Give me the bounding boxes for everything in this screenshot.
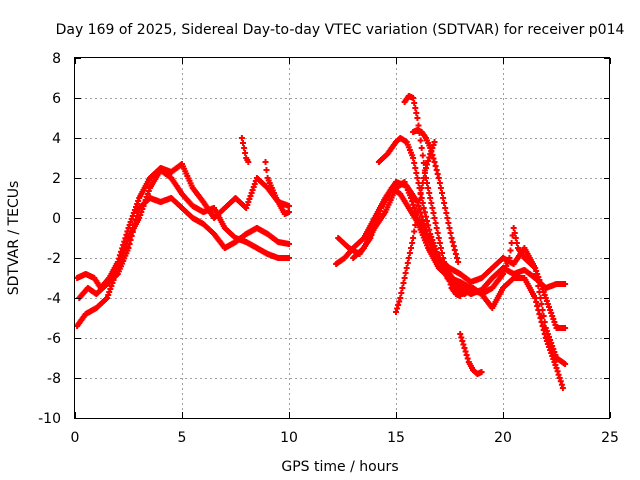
tick-labels: 0 5 10 15 20 25 -10 -8 -6 -4 -2 0 2 4 6 8 <box>38 51 619 446</box>
series-track-13 <box>457 331 485 377</box>
y-tick-label: 8 <box>52 51 61 67</box>
series-track-4 <box>238 135 252 165</box>
x-tick-label: 15 <box>387 430 405 446</box>
x-tick-label: 5 <box>178 430 187 446</box>
series-track-9 <box>375 135 566 391</box>
chart-title: Day 169 of 2025, Sidereal Day-to-day VTE… <box>56 22 625 38</box>
series-track-11 <box>401 93 464 299</box>
y-tick-label: -2 <box>47 251 61 267</box>
y-tick-label: -10 <box>38 411 61 427</box>
plus-markers <box>238 135 252 165</box>
x-axis-label: GPS time / hours <box>281 459 398 475</box>
x-tick-label: 25 <box>601 430 619 446</box>
y-tick-label: -4 <box>47 291 61 307</box>
y-tick-label: 4 <box>52 131 61 147</box>
plus-markers <box>410 127 462 265</box>
data-points <box>74 93 569 391</box>
plus-markers <box>262 159 292 217</box>
y-tick-label: -8 <box>47 371 61 387</box>
series-track-1 <box>74 167 292 329</box>
x-tick-label: 0 <box>71 430 80 446</box>
plus-markers <box>375 135 566 391</box>
y-tick-label: 2 <box>52 171 61 187</box>
y-tick-label: 0 <box>52 211 61 227</box>
plus-markers <box>401 93 464 299</box>
plot-frame <box>74 57 610 419</box>
x-tick-label: 20 <box>494 430 512 446</box>
plus-markers <box>74 161 292 291</box>
plus-markers <box>74 167 292 329</box>
series-track-2 <box>74 161 292 291</box>
grid <box>75 58 610 418</box>
y-tick-label: -6 <box>47 331 61 347</box>
y-axis-label: SDTVAR / TECUs <box>6 181 22 296</box>
series-track-5 <box>262 159 292 217</box>
axis-ticks <box>75 58 611 419</box>
series-track-12 <box>410 127 462 265</box>
plus-markers <box>457 331 485 377</box>
x-tick-label: 10 <box>280 430 298 446</box>
y-tick-label: 6 <box>52 91 61 107</box>
